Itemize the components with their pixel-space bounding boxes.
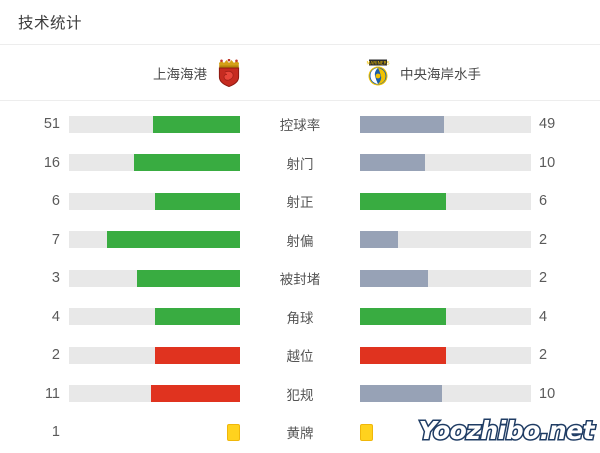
panel-header: 技术统计 (0, 0, 600, 45)
home-value: 7 (51, 231, 60, 248)
stat-rows: 51 控球率 49 16 射门 10 6 射正 6 7 射偏 2 3 被封堵 2 4 角球 4 2 越位 2 11 犯规 10… (0, 101, 600, 452)
home-bar-fill (154, 308, 240, 326)
home-bar (69, 231, 240, 249)
away-value: 49 (539, 116, 556, 133)
stat-label: 犯规 (286, 387, 314, 403)
away-bar (360, 231, 531, 249)
away-bar (360, 346, 531, 364)
home-value: 1 (51, 424, 60, 441)
stat-label: 越位 (286, 349, 314, 365)
away-bar-fill (360, 346, 446, 364)
home-bar (69, 308, 240, 326)
home-bar (69, 154, 240, 172)
yellow-card-icon (227, 423, 240, 441)
home-team-name: 上海海港 (153, 66, 207, 82)
away-bar (360, 192, 531, 210)
away-value: 2 (539, 231, 548, 248)
away-value: 4 (539, 308, 548, 325)
stat-label: 黄牌 (286, 426, 314, 442)
away-bar (360, 269, 531, 287)
yellow-card-icon (360, 423, 373, 441)
page-title: 技术统计 (18, 15, 83, 32)
stat-row: 51 控球率 49 (0, 105, 600, 144)
away-bar (360, 385, 531, 403)
home-value: 51 (43, 116, 60, 133)
stat-label: 射门 (286, 156, 314, 172)
home-bar-fill (152, 115, 240, 133)
home-value: 11 (44, 385, 60, 402)
away-bar-fill (360, 115, 444, 133)
site-watermark: Yoozhibo.net (417, 415, 596, 447)
home-value: 6 (51, 193, 60, 210)
away-team: MARINERS 中央海岸水手 (365, 45, 600, 100)
home-bar (69, 192, 240, 210)
home-value: 16 (43, 154, 60, 171)
home-bar (69, 269, 240, 287)
home-bar (69, 385, 240, 403)
stat-row: 3 被封堵 2 (0, 259, 600, 298)
away-bar (360, 154, 531, 172)
central-coast-mariners-crest-icon: MARINERS (365, 59, 391, 87)
home-bar-fill (133, 154, 240, 172)
stat-label: 射正 (286, 195, 314, 211)
home-value: 4 (51, 308, 60, 325)
home-bar-fill (137, 269, 240, 287)
away-bar (360, 308, 531, 326)
home-value: 3 (51, 270, 60, 287)
stat-row: 11 犯规 10 (0, 375, 600, 414)
away-bar-fill (360, 269, 429, 287)
home-bar-fill (106, 231, 240, 249)
stat-label: 被封堵 (279, 272, 321, 288)
away-value: 2 (539, 270, 548, 287)
stat-row: 2 越位 2 (0, 336, 600, 375)
away-bar-fill (360, 385, 443, 403)
away-team-name: 中央海岸水手 (400, 66, 481, 82)
away-value: 6 (539, 193, 548, 210)
stat-row: 6 射正 6 (0, 182, 600, 221)
stat-row: 4 角球 4 (0, 298, 600, 337)
team-header-row: 上海海港 MARINERS (0, 45, 600, 101)
away-value: 2 (539, 347, 548, 364)
stat-row: 7 射偏 2 (0, 221, 600, 260)
home-cards (69, 423, 240, 441)
stat-row: 16 射门 10 (0, 144, 600, 183)
stat-label: 角球 (286, 310, 314, 326)
away-bar-fill (360, 231, 398, 249)
svg-text:MARINERS: MARINERS (366, 60, 389, 66)
shanghai-port-crest-icon (216, 58, 242, 87)
home-bar-fill (154, 346, 240, 364)
stat-label: 射偏 (286, 233, 314, 249)
home-bar-fill (151, 385, 240, 403)
away-bar-fill (360, 154, 425, 172)
away-bar-fill (360, 192, 446, 210)
away-bar (360, 115, 531, 133)
stat-row-cards: 1 黄牌 (0, 413, 600, 452)
home-bar (69, 346, 240, 364)
away-bar-fill (360, 308, 446, 326)
home-bar-fill (154, 192, 240, 210)
away-cards (360, 423, 531, 441)
home-value: 2 (51, 347, 60, 364)
home-team: 上海海港 (0, 45, 252, 100)
stat-label: 控球率 (279, 118, 321, 134)
away-value: 10 (539, 385, 556, 402)
home-bar (69, 115, 240, 133)
away-value: 10 (539, 154, 556, 171)
